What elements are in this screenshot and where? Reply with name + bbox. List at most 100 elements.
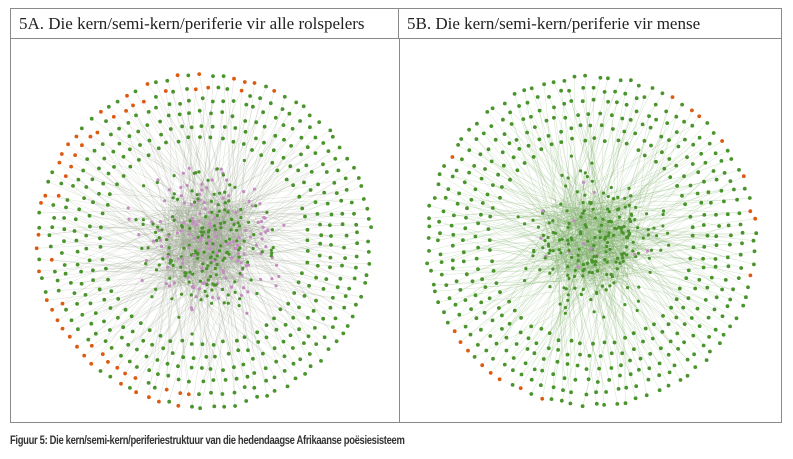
network-node [264, 323, 269, 327]
network-node [199, 230, 203, 234]
network-node [290, 126, 295, 131]
network-node [199, 124, 204, 128]
network-node [147, 395, 151, 400]
network-node [581, 287, 585, 291]
network-node [275, 168, 280, 173]
network-node [461, 259, 466, 264]
network-node [303, 214, 307, 219]
network-node [548, 271, 552, 275]
network-node [686, 296, 691, 301]
network-node [622, 251, 626, 255]
network-node [239, 293, 243, 297]
network-node [616, 195, 620, 199]
network-node [86, 337, 91, 342]
network-node [167, 102, 172, 107]
network-node [450, 155, 455, 159]
network-node [73, 217, 78, 222]
network-node [447, 296, 452, 301]
network-node [206, 230, 210, 234]
network-node [690, 233, 695, 238]
network-node [446, 187, 451, 192]
network-node [200, 266, 204, 270]
network-node [179, 194, 183, 198]
network-node [500, 327, 504, 331]
network-node [602, 139, 607, 143]
network-node [617, 225, 621, 229]
network-node [680, 102, 684, 107]
network-node [196, 256, 200, 260]
network-node [242, 190, 246, 194]
network-node [735, 197, 739, 202]
network-node [559, 251, 563, 255]
network-node [621, 259, 625, 263]
network-node [576, 265, 580, 269]
network-node [215, 254, 219, 258]
network-node [230, 285, 234, 289]
network-node [628, 217, 632, 221]
network-node [443, 195, 448, 200]
network-node [239, 216, 243, 220]
network-node [699, 200, 704, 205]
network-node [211, 74, 215, 78]
network-node [575, 190, 579, 194]
network-node [242, 286, 246, 290]
network-node [678, 378, 683, 382]
network-node [610, 220, 614, 224]
network-node [573, 377, 578, 382]
network-node [702, 245, 707, 249]
network-node [507, 299, 511, 304]
network-node [616, 208, 620, 212]
network-node [489, 159, 494, 164]
network-node [167, 399, 172, 404]
network-node [319, 233, 324, 238]
network-node [152, 385, 157, 390]
network-node [582, 241, 586, 245]
network-node [141, 338, 146, 343]
network-node [88, 301, 93, 306]
network-node [211, 295, 215, 300]
network-node [208, 238, 212, 242]
network-node [200, 342, 205, 347]
network-node [161, 257, 165, 261]
network-node [211, 242, 215, 246]
network-node [523, 361, 528, 366]
network-node [432, 196, 437, 200]
network-node [354, 254, 359, 259]
network-node [578, 352, 582, 357]
network-node [79, 126, 84, 131]
network-node [230, 114, 235, 119]
network-node [55, 318, 60, 323]
network-node [69, 281, 73, 285]
network-node [604, 250, 608, 254]
network-node [541, 209, 545, 213]
network-node [493, 137, 498, 142]
network-node [732, 187, 736, 192]
network-node [199, 237, 203, 241]
network-node [90, 177, 95, 182]
network-node [599, 223, 604, 227]
network-node [567, 248, 571, 252]
network-node [634, 109, 639, 114]
network-node [564, 184, 568, 188]
network-node [614, 260, 618, 264]
network-node [133, 89, 138, 94]
network-node [657, 361, 662, 366]
network-node [450, 174, 455, 179]
network-node [154, 230, 158, 234]
network-node [212, 192, 216, 196]
network-node [128, 147, 132, 152]
network-node [469, 307, 473, 311]
network-node [202, 250, 206, 254]
network-node [166, 255, 170, 259]
network-node [100, 211, 105, 216]
network-node [516, 215, 520, 219]
network-node [75, 302, 79, 306]
network-node [235, 239, 239, 243]
network-node [108, 328, 112, 332]
network-node [147, 138, 152, 143]
network-node [271, 148, 276, 153]
network-node [49, 257, 54, 262]
network-node [229, 228, 233, 232]
network-node [89, 343, 94, 348]
network-node [558, 238, 562, 242]
